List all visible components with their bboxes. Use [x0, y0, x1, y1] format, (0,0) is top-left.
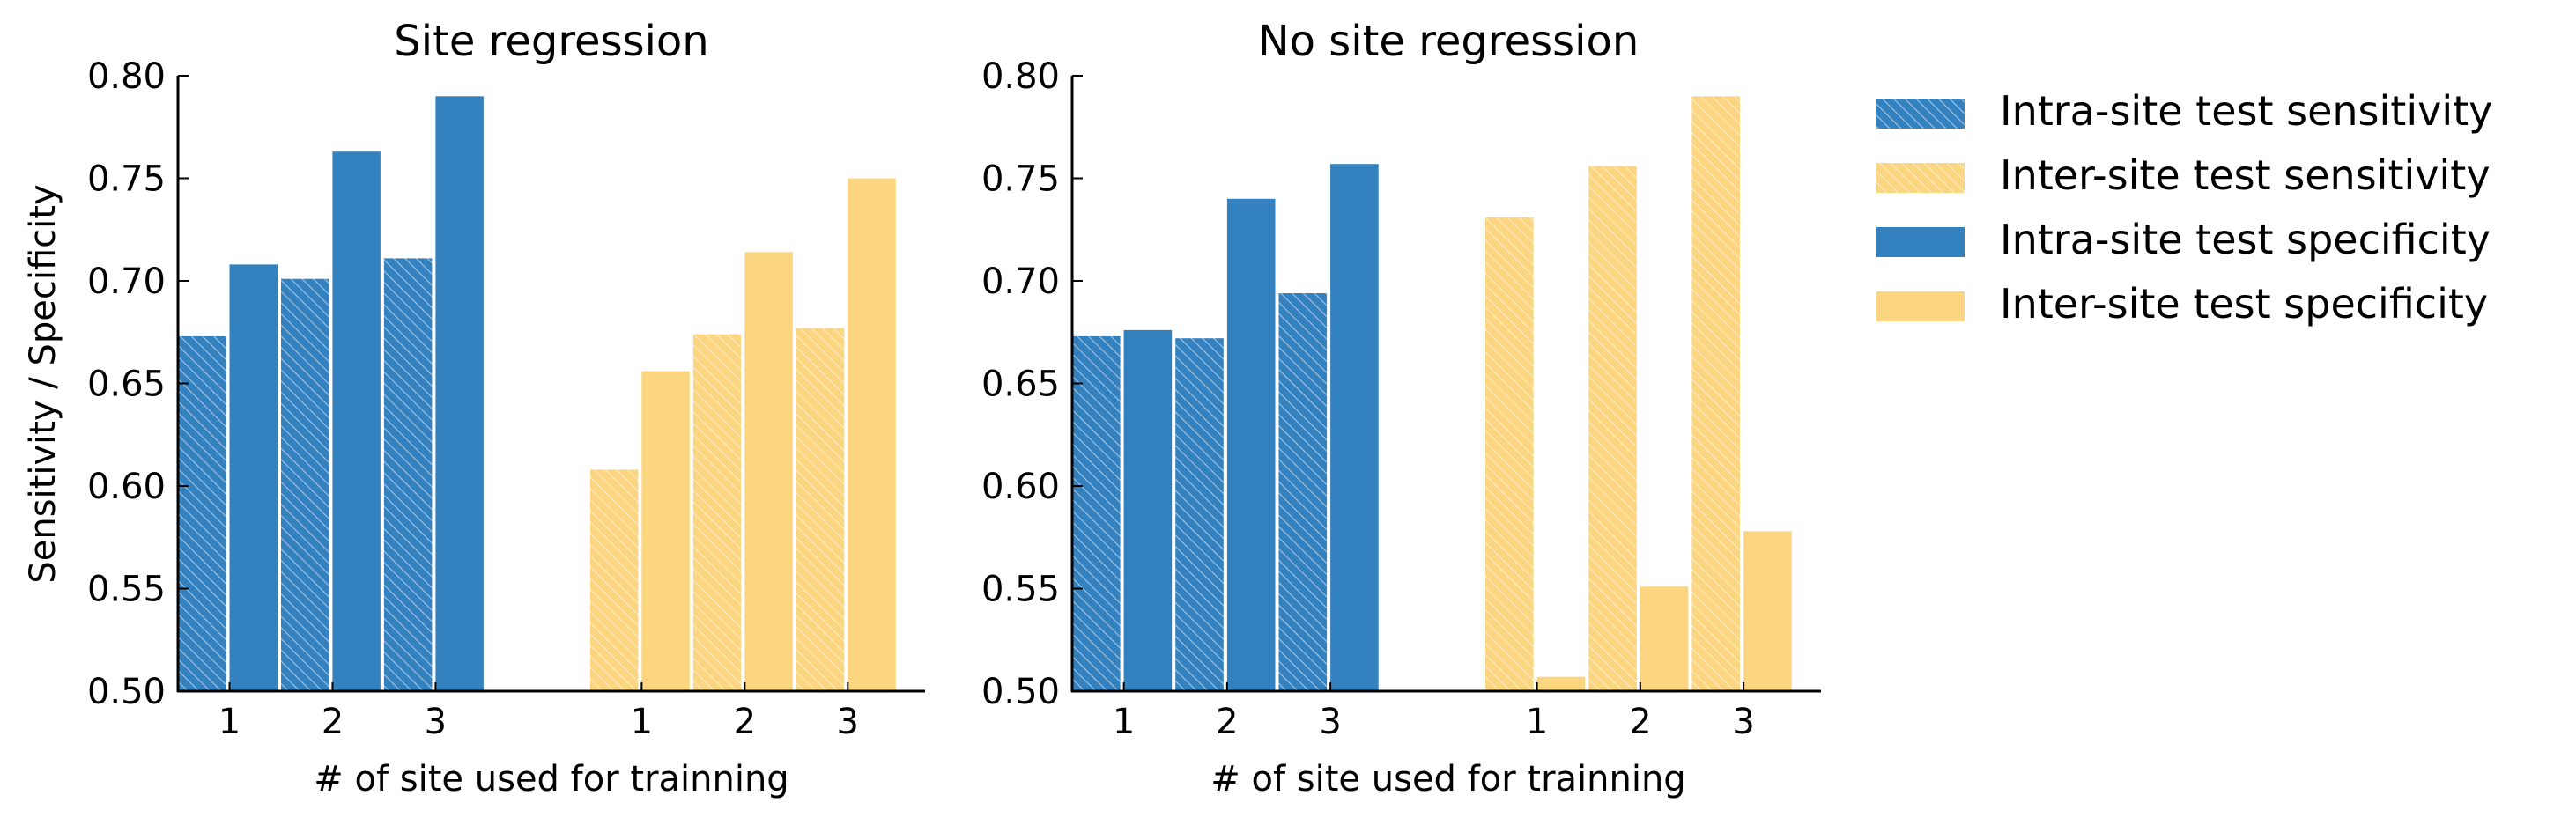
bar [1123, 329, 1173, 691]
bar [1743, 531, 1792, 691]
bar [1536, 676, 1586, 691]
bar [332, 151, 381, 691]
y-tick-label: 0.80 [87, 56, 166, 97]
legend: Intra-site test sensitivity Inter-site t… [1876, 87, 2492, 328]
y-tick-label: 0.50 [87, 672, 166, 712]
bar [383, 258, 433, 691]
x-axis-label: # of site used for trainning [1210, 759, 1685, 799]
y-tick-label: 0.50 [981, 672, 1060, 712]
legend-label: Intra-site test sensitivity [2000, 87, 2492, 135]
bar [589, 469, 639, 691]
subplot-site-regression: Site regression Sensitivity / Specificit… [23, 17, 925, 799]
legend-label: Intra-site test specificity [2000, 216, 2491, 263]
chart-title: Site regression [394, 17, 708, 66]
y-tick-label: 0.60 [87, 467, 166, 507]
bar [1330, 164, 1379, 691]
bar [1278, 293, 1328, 691]
y-tick-label: 0.75 [87, 159, 166, 200]
x-tick-label: 2 [322, 702, 344, 742]
y-tick-label: 0.65 [981, 365, 1060, 405]
x-axis-label: # of site used for trainning [314, 759, 788, 799]
y-tick-label: 0.55 [981, 570, 1060, 610]
x-tick-label: 3 [837, 702, 859, 742]
x-tick-label: 3 [425, 702, 447, 742]
subplot-no-site-regression: No site regression # of site used for tr… [981, 17, 1821, 799]
x-tick-label: 2 [734, 702, 756, 742]
legend-swatch-inter-specificity [1876, 291, 1965, 321]
y-tick-label: 0.70 [981, 261, 1060, 302]
legend-label: Inter-site test specificity [2000, 280, 2488, 328]
chart-title: No site regression [1258, 17, 1640, 66]
bar [1485, 217, 1534, 692]
bar [796, 328, 845, 691]
bar [435, 96, 484, 692]
x-tick-label: 1 [1113, 702, 1135, 742]
bar [229, 264, 278, 691]
bar [848, 178, 896, 691]
legend-swatch-intra-sensitivity [1876, 99, 1965, 129]
legend-label: Inter-site test sensitivity [2000, 151, 2491, 199]
x-tick-label: 2 [1629, 702, 1651, 742]
bar [1588, 166, 1637, 691]
y-tick-label: 0.70 [87, 261, 166, 302]
x-tick-label: 3 [1319, 702, 1341, 742]
bar [281, 278, 329, 691]
y-tick-label: 0.60 [981, 467, 1060, 507]
legend-swatch-intra-specificity [1876, 227, 1965, 257]
legend-swatch-inter-sensitivity [1876, 163, 1965, 193]
x-tick-label: 2 [1216, 702, 1238, 742]
y-tick-label: 0.55 [87, 570, 166, 610]
x-tick-label: 3 [1732, 702, 1754, 742]
bar [1691, 96, 1740, 692]
x-tick-label: 1 [631, 702, 653, 742]
bar [692, 334, 742, 691]
bar [1640, 586, 1689, 691]
y-tick-label: 0.65 [87, 365, 166, 405]
y-axis-label: Sensitivity / Specificity [23, 184, 63, 583]
y-tick-label: 0.80 [981, 56, 1060, 97]
bar [1175, 338, 1224, 691]
bar [178, 335, 226, 691]
y-tick-label: 0.75 [981, 159, 1060, 200]
bar [641, 371, 690, 691]
bar [1072, 335, 1121, 691]
x-tick-label: 1 [1526, 702, 1548, 742]
bar [1226, 198, 1276, 692]
bar [744, 252, 793, 691]
x-tick-label: 1 [218, 702, 241, 742]
